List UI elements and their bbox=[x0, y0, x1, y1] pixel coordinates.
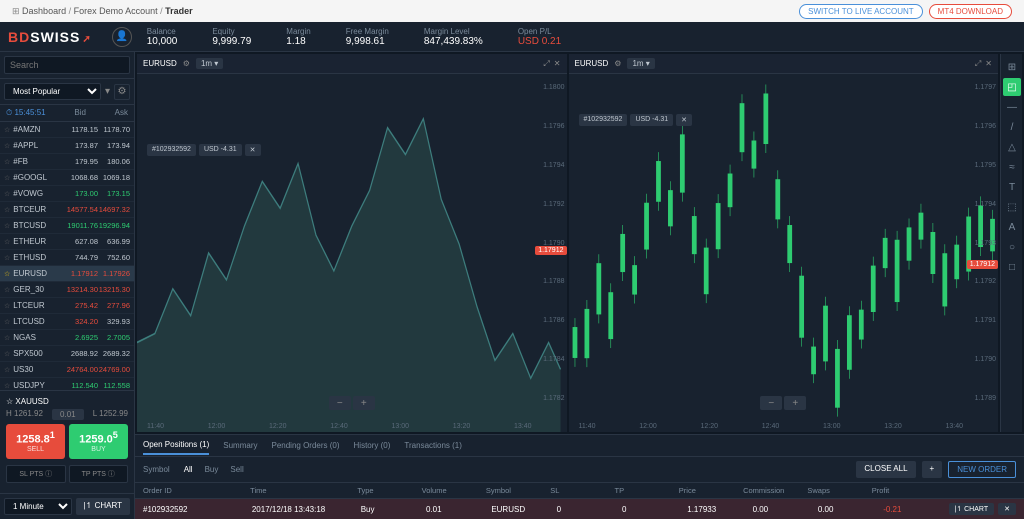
symbol-row[interactable]: ☆#GOOGL1068.681069.18 bbox=[0, 170, 134, 186]
symbol-row[interactable]: ☆#FB179.95180.06 bbox=[0, 154, 134, 170]
symbol-row[interactable]: ☆#VOWG173.00173.15 bbox=[0, 186, 134, 202]
tab[interactable]: Summary bbox=[223, 437, 257, 454]
sidebar: Most Popular ▾ ⚙ ⏱ 15:45:51 Bid Ask ☆#AM… bbox=[0, 52, 135, 519]
switch-account-button[interactable]: SWITCH TO LIVE ACCOUNT bbox=[799, 4, 923, 19]
tool-button[interactable]: A bbox=[1003, 218, 1021, 236]
gear-icon[interactable]: ⚙ bbox=[114, 84, 130, 100]
tool-button[interactable]: ○ bbox=[1003, 238, 1021, 256]
symbol-row[interactable]: ☆US3024764.0024769.00 bbox=[0, 362, 134, 378]
tab[interactable]: Transactions (1) bbox=[404, 437, 462, 454]
symbol-row[interactable]: ☆NGAS2.69252.7005 bbox=[0, 330, 134, 346]
symbol-row[interactable]: ☆ETHEUR627.08636.99 bbox=[0, 234, 134, 250]
symbol-row[interactable]: ☆#APPL173.87173.94 bbox=[0, 138, 134, 154]
tool-button[interactable]: / bbox=[1003, 118, 1021, 136]
tool-button[interactable]: ⊞ bbox=[1003, 58, 1021, 76]
sell-button[interactable]: 1258.81 SELL bbox=[6, 424, 65, 459]
symbol-row[interactable]: ☆BTCUSD19011.7619296.94 bbox=[0, 218, 134, 234]
tab[interactable]: Open Positions (1) bbox=[143, 436, 209, 455]
zoom-in-button[interactable]: + bbox=[784, 396, 806, 410]
zoom-out-button[interactable]: − bbox=[329, 396, 351, 410]
chart-title: EURUSD bbox=[143, 59, 177, 68]
symbol-row[interactable]: ☆GER_3013214.3013215.30 bbox=[0, 282, 134, 298]
table-row[interactable]: #102932592 2017/12/18 13:43:18 Buy 0.01 … bbox=[135, 499, 1024, 519]
sl-input[interactable]: SL PTS ⓘ bbox=[6, 465, 66, 483]
tab[interactable]: Pending Orders (0) bbox=[272, 437, 340, 454]
symbol-row[interactable]: ☆LTCUSD324.20329.93 bbox=[0, 314, 134, 330]
symbol-row[interactable]: ☆BTCEUR14577.5414697.32 bbox=[0, 202, 134, 218]
tab[interactable]: History (0) bbox=[354, 437, 391, 454]
zoom-out-button[interactable]: − bbox=[760, 396, 782, 410]
symbol-row[interactable]: ☆EURUSD1.179121.17926 bbox=[0, 266, 134, 282]
symbol-row[interactable]: ☆ETHUSD744.79752.60 bbox=[0, 250, 134, 266]
expand-icon[interactable]: ⤢ bbox=[543, 59, 549, 69]
mt4-download-button[interactable]: MT4 DOWNLOAD bbox=[929, 4, 1012, 19]
avatar[interactable]: 👤 bbox=[112, 27, 132, 47]
chart-button[interactable]: |↿ CHART bbox=[76, 498, 130, 515]
symbol-row[interactable]: ☆USDJPY112.540112.558 bbox=[0, 378, 134, 390]
breadcrumb: ⊞ Dashboard / Forex Demo Account / Trade… bbox=[12, 6, 193, 17]
filter-button[interactable]: Sell bbox=[224, 463, 249, 476]
logo: BDSWISS bbox=[8, 29, 92, 45]
chart-right: EURUSD ⚙ 1m ▾ ⤢ ✕ #102932592 USD -4.31 ✕ bbox=[569, 54, 999, 432]
timer: ⏱ 15:45:51 bbox=[6, 108, 46, 118]
timeframe-select[interactable]: 1m ▾ bbox=[196, 58, 223, 69]
bottom-panel: Open Positions (1) Summary Pending Orders … bbox=[135, 434, 1024, 519]
add-button[interactable]: + bbox=[922, 461, 943, 478]
symbol-row[interactable]: ☆#AMZN1178.151178.70 bbox=[0, 122, 134, 138]
tool-button[interactable]: T bbox=[1003, 178, 1021, 196]
timeframe-select[interactable]: 1 Minute bbox=[4, 498, 72, 515]
tp-input[interactable]: TP PTS ⓘ bbox=[69, 465, 129, 483]
symbol-list: ☆#AMZN1178.151178.70☆#APPL173.87173.94☆#… bbox=[0, 122, 134, 390]
chart-info-tag: #102932592 USD -4.31 ✕ bbox=[147, 144, 261, 156]
symbol-row[interactable]: ☆LTCEUR275.42277.96 bbox=[0, 298, 134, 314]
filter-button[interactable]: Buy bbox=[199, 463, 225, 476]
close-icon[interactable]: ✕ bbox=[985, 59, 992, 69]
row-close-button[interactable]: ✕ bbox=[998, 503, 1016, 515]
price-panel: ☆ XAUUSD H 1261.92 0.01 L 1252.99 1258.8… bbox=[0, 390, 134, 493]
account-stats: Balance10,000Equity9,999.79Margin1.18Fre… bbox=[147, 27, 1016, 47]
filter-select[interactable]: Most Popular bbox=[4, 83, 101, 100]
search-input[interactable] bbox=[4, 56, 130, 74]
close-icon[interactable]: ✕ bbox=[676, 114, 692, 126]
tool-button[interactable]: △ bbox=[1003, 138, 1021, 156]
tool-button[interactable]: ⬚ bbox=[1003, 198, 1021, 216]
expand-icon[interactable]: ⤢ bbox=[975, 59, 981, 69]
buy-button[interactable]: 1259.05 BUY bbox=[69, 424, 128, 459]
timeframe-select[interactable]: 1m ▾ bbox=[627, 58, 654, 69]
close-icon[interactable]: ✕ bbox=[554, 59, 561, 69]
filter-button[interactable]: All bbox=[178, 463, 199, 476]
row-chart-button[interactable]: |↿ CHART bbox=[949, 503, 995, 515]
drawing-tools: ⊞ ◰ — / △ ≈ T ⬚ A ○ □ bbox=[1000, 54, 1022, 432]
new-order-button[interactable]: NEW ORDER bbox=[948, 461, 1016, 478]
close-all-button[interactable]: CLOSE ALL bbox=[856, 461, 915, 478]
symbol-row[interactable]: ☆SPX5002688.922689.32 bbox=[0, 346, 134, 362]
tool-button[interactable]: — bbox=[1003, 98, 1021, 116]
top-bar: ⊞ Dashboard / Forex Demo Account / Trade… bbox=[0, 0, 1024, 22]
close-icon[interactable]: ✕ bbox=[245, 144, 261, 156]
zoom-in-button[interactable]: + bbox=[353, 396, 375, 410]
chart-info-tag: #102932592 USD -4.31 ✕ bbox=[579, 114, 693, 126]
chart-title: EURUSD bbox=[575, 59, 609, 68]
tool-button[interactable]: □ bbox=[1003, 258, 1021, 276]
tool-button[interactable]: ≈ bbox=[1003, 158, 1021, 176]
chart-left: EURUSD ⚙ 1m ▾ ⤢ ✕ #102932592 USD bbox=[137, 54, 567, 432]
tool-button[interactable]: ◰ bbox=[1003, 78, 1021, 96]
header: BDSWISS 👤 Balance10,000Equity9,999.79Mar… bbox=[0, 22, 1024, 52]
